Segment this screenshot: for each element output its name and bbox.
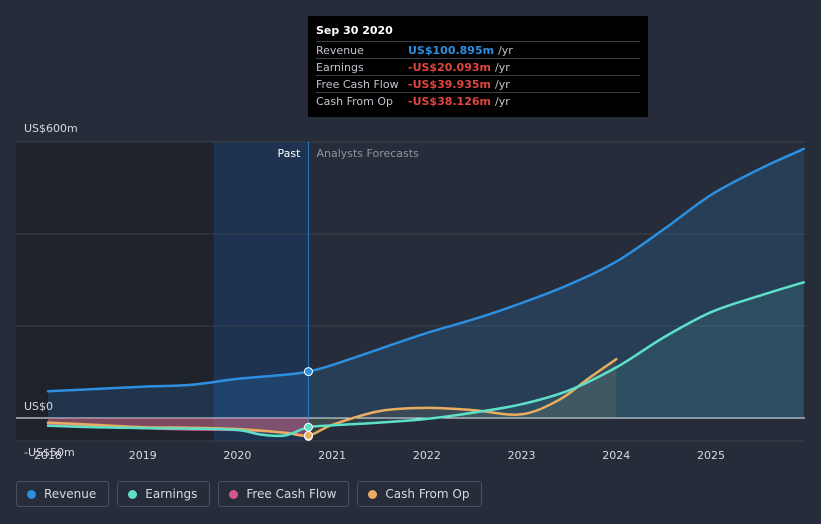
legend-label: Earnings	[145, 487, 198, 501]
legend-item-cash-from-op[interactable]: Cash From Op	[357, 481, 483, 507]
tooltip-title: Sep 30 2020	[316, 24, 393, 37]
tooltip-value: -US$39.935m	[408, 77, 491, 91]
legend-dot-icon	[229, 489, 239, 499]
legend-label: Free Cash Flow	[246, 487, 337, 501]
x-tick-label: 2022	[413, 449, 441, 462]
tooltip-unit: /yr	[494, 94, 510, 108]
area-earnings	[48, 282, 804, 437]
tooltip-unit: /yr	[498, 43, 513, 57]
tooltip-value: US$100.895m	[408, 43, 495, 57]
tooltip-label: Revenue	[316, 43, 364, 57]
highlight-band	[213, 142, 309, 441]
legend-item-revenue[interactable]: Revenue	[16, 481, 110, 507]
tooltip: Sep 30 2020 Revenue US$100.895m /yr Earn…	[308, 16, 648, 117]
marker-revenue	[303, 367, 313, 377]
tooltip-label: Free Cash Flow	[316, 77, 399, 91]
tooltip-row-earnings: Earnings -US$20.093m /yr	[316, 58, 640, 75]
series-line-revenue	[46, 147, 806, 393]
legend-item-earnings[interactable]: Earnings	[117, 481, 211, 507]
area-revenue	[48, 148, 804, 418]
past-label: Past	[278, 147, 302, 160]
x-tick-label: 2020	[223, 449, 251, 462]
y-tick-label-bottom: -US$50m	[24, 446, 75, 459]
x-tick-label: 2023	[508, 449, 536, 462]
tooltip-unit: /yr	[494, 77, 510, 91]
legend-dot-icon	[368, 489, 378, 499]
x-tick-label: 2025	[697, 449, 725, 462]
x-tick-label: 2018	[34, 449, 62, 462]
tooltip-row-cash-from-op: Cash From Op -US$38.126m /yr	[316, 92, 640, 109]
tooltip-row-free-cash-flow: Free Cash Flow -US$39.935m /yr	[316, 75, 640, 92]
tooltip-value: -US$20.093m	[408, 60, 491, 74]
tooltip-unit: /yr	[494, 60, 510, 74]
forecast-label: Analysts Forecasts	[316, 147, 419, 160]
series-line-earnings	[46, 281, 806, 438]
x-tick-label: 2021	[318, 449, 346, 462]
marker-cash-from-op	[303, 431, 313, 441]
area-cash-from-op	[48, 359, 617, 436]
x-tick-label: 2019	[129, 449, 157, 462]
tooltip-value: -US$38.126m	[408, 94, 491, 108]
legend-dot-icon	[128, 489, 138, 499]
legend-item-free-cash-flow[interactable]: Free Cash Flow	[218, 481, 350, 507]
tooltip-label: Cash From Op	[316, 94, 394, 108]
y-tick-label-zero: US$0	[24, 400, 53, 413]
legend: Revenue Earnings Free Cash Flow Cash Fro…	[16, 481, 483, 507]
legend-label: Revenue	[44, 487, 97, 501]
legend-label: Cash From Op	[385, 487, 470, 501]
tooltip-row-revenue: Revenue US$100.895m /yr	[316, 41, 640, 58]
legend-dot-icon	[27, 489, 36, 499]
marker-earnings	[303, 422, 313, 432]
y-tick-label-top: US$600m	[24, 122, 78, 135]
tooltip-label: Earnings	[316, 60, 364, 74]
x-tick-label: 2024	[602, 449, 630, 462]
